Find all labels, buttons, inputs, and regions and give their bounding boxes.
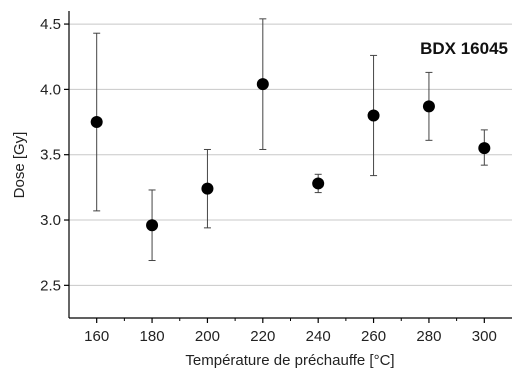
plot-frame: [64, 11, 512, 323]
y-tick-labels: 2.5 3.0 3.5 4.0 4.5: [40, 16, 61, 294]
data-point: [256, 78, 269, 91]
data-point: [201, 182, 214, 195]
data-point: [146, 219, 159, 232]
x-tick-labels: 160 180 200 220 240 260 280 300: [84, 328, 497, 345]
y-tick-label: 3.5: [40, 147, 61, 164]
x-tick-label: 220: [250, 328, 275, 345]
data-point: [422, 100, 435, 113]
x-tick-label: 200: [195, 328, 220, 345]
y-tick-label: 3.0: [40, 212, 61, 229]
x-tick-label: 280: [416, 328, 441, 345]
data-point: [90, 116, 103, 129]
data-point: [312, 177, 325, 190]
x-tick-label: 160: [84, 328, 109, 345]
x-tick-label: 180: [140, 328, 165, 345]
y-tick-label: 4.0: [40, 81, 61, 98]
x-axis-label: Température de préchauffe [°C]: [185, 352, 394, 369]
y-axis-label: Dose [Gy]: [11, 132, 28, 199]
x-tick-label: 260: [361, 328, 386, 345]
data-points: [90, 78, 491, 232]
x-tick-label: 300: [472, 328, 497, 345]
data-point: [367, 109, 380, 122]
data-point: [478, 142, 491, 155]
y-tick-label: 2.5: [40, 277, 61, 294]
chart-annotation: BDX 16045: [420, 39, 508, 58]
x-tick-label: 240: [306, 328, 331, 345]
y-tick-label: 4.5: [40, 16, 61, 33]
grid-lines: [69, 23, 512, 286]
